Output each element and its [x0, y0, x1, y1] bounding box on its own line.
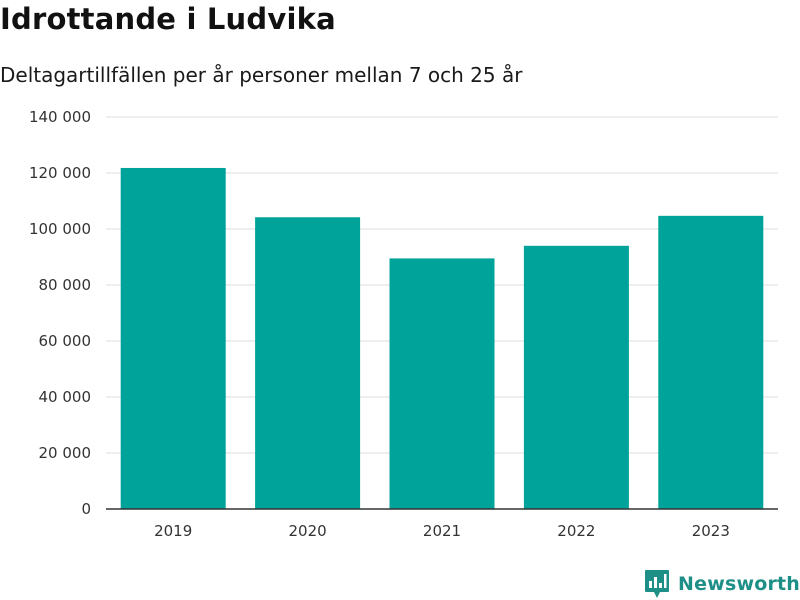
x-tick-label: 2020: [289, 522, 327, 540]
newsworthy-branding: Newsworthy: [644, 568, 800, 600]
chart-subtitle: Deltagartillfällen per år personer mella…: [0, 63, 523, 87]
bar-2019: [120, 167, 226, 509]
x-tick-label: 2021: [423, 522, 461, 540]
y-tick-label: 40 000: [39, 388, 92, 406]
brand-name: Newsworthy: [678, 573, 800, 595]
bar-2020: [255, 217, 361, 510]
bar-2021: [389, 258, 495, 509]
y-tick-label: 60 000: [39, 332, 92, 350]
y-tick-label: 20 000: [39, 444, 92, 462]
y-tick-label: 0: [81, 500, 91, 518]
x-axis-tick-labels: 2019 2020 2021 2022 2023: [154, 522, 730, 540]
y-tick-label: 100 000: [29, 220, 91, 238]
x-tick-label: 2023: [692, 522, 730, 540]
y-axis-tick-labels: 0 20 000 40 000 60 000 80 000 100 000 120 000 1…: [29, 108, 91, 518]
y-tick-label: 140 000: [29, 108, 91, 126]
x-tick-label: 2022: [557, 522, 595, 540]
bar-2022: [523, 245, 629, 510]
y-tick-label: 120 000: [29, 164, 91, 182]
newsworthy-logo-icon: [645, 570, 669, 598]
bar-2023: [658, 215, 764, 509]
chart-title: Idrottande i Ludvika: [0, 2, 336, 36]
y-tick-label: 80 000: [39, 276, 92, 294]
bars: [120, 167, 764, 510]
x-tick-label: 2019: [154, 522, 192, 540]
